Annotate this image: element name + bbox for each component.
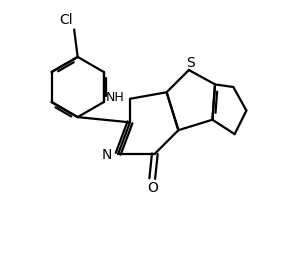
Text: N: N [101,148,112,162]
Text: Cl: Cl [59,13,73,27]
Text: NH: NH [106,91,125,104]
Text: S: S [186,57,195,70]
Text: O: O [147,181,158,195]
